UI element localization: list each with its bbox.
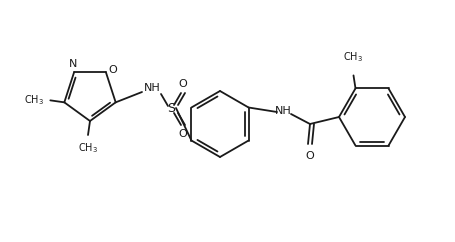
Text: O: O bbox=[179, 79, 187, 89]
Text: N: N bbox=[69, 59, 77, 69]
Text: NH: NH bbox=[144, 83, 160, 93]
Text: CH$_3$: CH$_3$ bbox=[24, 93, 44, 107]
Text: O: O bbox=[179, 129, 187, 139]
Text: CH$_3$: CH$_3$ bbox=[344, 51, 364, 64]
Text: O: O bbox=[108, 65, 117, 75]
Text: CH$_3$: CH$_3$ bbox=[78, 141, 98, 155]
Text: S: S bbox=[167, 103, 175, 115]
Text: NH: NH bbox=[275, 106, 291, 116]
Text: O: O bbox=[306, 151, 314, 161]
